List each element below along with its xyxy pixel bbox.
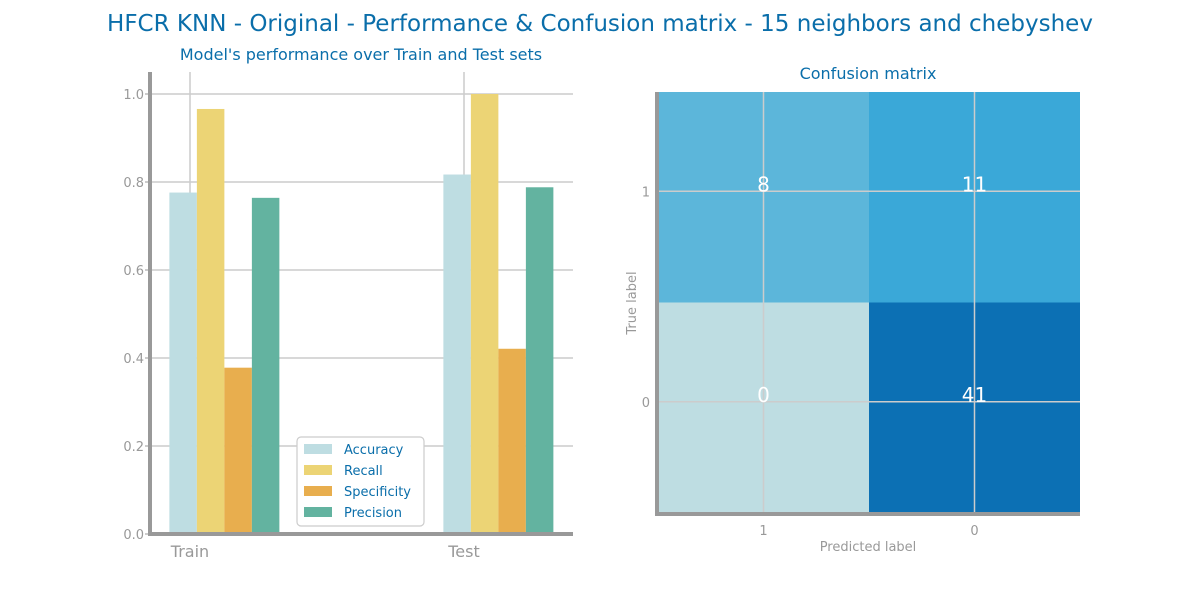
bar-y-tick-label: 0.0: [123, 528, 144, 543]
legend-swatch-accuracy: [304, 444, 332, 454]
cm-value-0-0: 8: [757, 172, 770, 196]
confusion-matrix-grid: [658, 92, 1080, 513]
bar-precision-test: [525, 187, 554, 534]
confusion-matrix-cells: [658, 92, 1080, 513]
confusion-matrix-values: 8 11 0 41: [757, 172, 987, 407]
bar-recall-train: [196, 108, 225, 535]
confusion-matrix-xlabel: Predicted label: [820, 540, 917, 555]
confusion-matrix-ylabel: True label: [625, 271, 640, 335]
performance-bar-chart: Model's performance over Train and Test …: [123, 45, 573, 561]
legend-label-precision: Precision: [344, 506, 402, 521]
bar-precision-train: [251, 197, 280, 534]
bar-accuracy-train: [169, 192, 197, 534]
bar-x-tick-label: Test: [447, 542, 480, 561]
bar-y-tick-label: 0.8: [123, 176, 144, 191]
legend-label-specificity: Specificity: [344, 485, 411, 500]
cm-y-tick-label: 1: [642, 185, 650, 200]
legend-label-recall: Recall: [344, 464, 383, 479]
cm-value-1-0: 0: [757, 383, 770, 407]
bar-y-tick-label: 0.6: [123, 264, 144, 279]
bar-specificity-test: [498, 348, 526, 534]
cm-value-0-1: 11: [962, 172, 987, 196]
bar-chart-ticks: 0.0 0.2 0.4 0.6 0.8 1.0 Train Test: [123, 88, 479, 561]
confusion-matrix-title: Confusion matrix: [800, 64, 937, 83]
bar-recall-test: [470, 94, 499, 534]
bar-y-tick-label: 1.0: [123, 88, 144, 103]
legend-swatch-specificity: [304, 486, 332, 496]
cm-value-1-1: 41: [962, 383, 987, 407]
confusion-matrix-axes: [655, 92, 1080, 516]
bar-specificity-train: [224, 367, 252, 534]
figure-title: HFCR KNN - Original - Performance & Conf…: [107, 11, 1093, 37]
bar-y-tick-label: 0.2: [123, 440, 144, 455]
bar-accuracy-test: [443, 174, 471, 534]
cm-x-tick-label: 1: [759, 524, 767, 539]
legend-swatch-recall: [304, 465, 332, 475]
cm-y-tick-label: 0: [642, 396, 650, 411]
bar-legend-frame: [296, 436, 425, 527]
cm-x-tick-label: 0: [970, 524, 978, 539]
bar-y-tick-label: 0.4: [123, 352, 144, 367]
bar-chart-title: Model's performance over Train and Test …: [180, 45, 542, 64]
legend-swatch-precision: [304, 507, 332, 517]
bar-chart-axes: [148, 72, 573, 536]
confusion-matrix: Confusion matrix 8 11 0 41 1 0 1 0 Predicted l…: [625, 64, 1080, 555]
confusion-matrix-ticks: 1 0 1 0: [642, 185, 979, 539]
bar-x-tick-label: Train: [170, 542, 209, 561]
legend-label-accuracy: Accuracy: [344, 443, 404, 458]
bar-chart-bars: [169, 94, 554, 535]
bar-chart-legend: Accuracy Recall Specificity Precision: [296, 436, 425, 527]
